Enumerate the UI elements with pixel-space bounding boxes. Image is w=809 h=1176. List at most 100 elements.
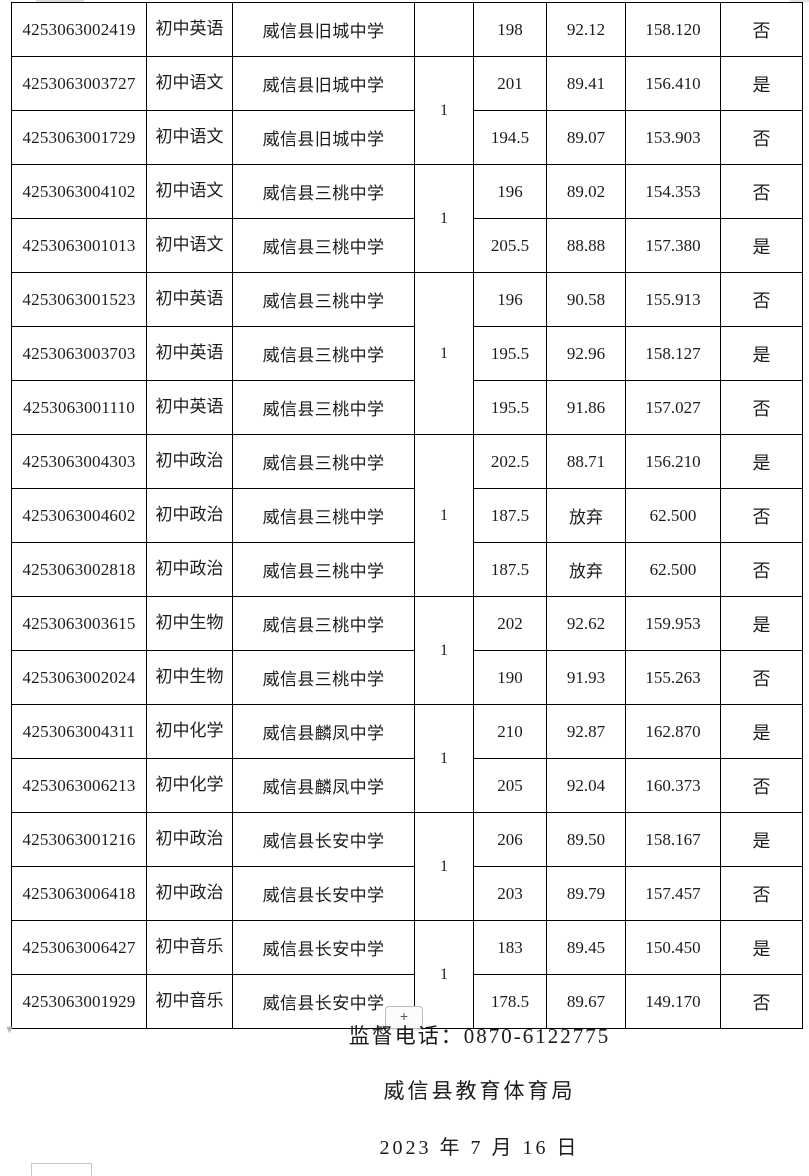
cell-school: 威信县三桃中学 xyxy=(232,596,415,651)
cell-subject-text: 初中语文 xyxy=(155,73,224,93)
cell-interview-score: 89.07 xyxy=(546,110,626,165)
cell-admission-id-text: 4253063001729 xyxy=(22,127,136,147)
cell-written-score: 187.5 xyxy=(473,542,547,597)
table-row: 4253063001523 初中英语 威信县三桃中学 1 196 90.58 155.913… xyxy=(11,272,803,435)
cell-interview-score: 92.04 xyxy=(546,758,626,813)
cell-admission-id-text: 4253063001216 xyxy=(22,829,136,849)
cell-written-score: 190 xyxy=(473,650,547,705)
cell-interview-score: 89.50 xyxy=(546,812,626,867)
cell-total-score-text: 62.500 xyxy=(649,559,697,579)
cell-physical-flag-text: 是 xyxy=(752,452,771,473)
cell-total-score: 162.870 xyxy=(625,704,721,759)
cell-written-score-text: 202 xyxy=(497,613,523,633)
cell-subject-text: 初中化学 xyxy=(155,721,224,741)
cell-total-score: 150.450 xyxy=(625,920,721,975)
cell-total-score: 155.913 xyxy=(625,272,721,327)
cell-school-text: 威信县长安中学 xyxy=(262,832,385,851)
cell-subject: 初中政治 xyxy=(146,542,233,597)
cell-physical-flag-text: 否 xyxy=(752,560,771,581)
cell-physical-flag-text: 是 xyxy=(752,614,771,635)
cell-subject: 初中政治 xyxy=(146,812,233,867)
cell-school-text: 威信县三桃中学 xyxy=(262,346,385,365)
cell-written-score-text: 205 xyxy=(497,775,523,795)
cell-interview-score-text: 89.41 xyxy=(566,73,606,93)
cell-written-score-text: 210 xyxy=(497,721,523,741)
cell-interview-score: 89.67 xyxy=(546,974,626,1029)
cell-physical-flag: 否 xyxy=(720,974,803,1029)
cell-plan-count-text: 1 xyxy=(440,344,448,362)
cell-subject-text: 初中语文 xyxy=(155,181,224,201)
table-row: 4253063001929 初中音乐 威信县长安中学 178.5 89.67 149.17… xyxy=(11,974,803,1029)
cell-school-text: 威信县麟凤中学 xyxy=(262,724,385,743)
cell-written-score: 206 xyxy=(473,812,547,867)
table-row: 4253063004311 初中化学 威信县麟凤中学 1 210 92.87 162.870… xyxy=(11,704,803,813)
cell-interview-score: 92.12 xyxy=(546,2,626,57)
cell-interview-score-text: 91.93 xyxy=(566,667,606,687)
cell-total-score: 159.953 xyxy=(625,596,721,651)
cell-subject: 初中语文 xyxy=(146,56,233,111)
cell-school-text: 威信县三桃中学 xyxy=(262,562,385,581)
cell-interview-score-text: 92.62 xyxy=(566,613,606,633)
cell-physical-flag: 否 xyxy=(720,110,803,165)
cell-written-score: 210 xyxy=(473,704,547,759)
cell-plan-count xyxy=(414,2,474,57)
cell-admission-id: 4253063001523 xyxy=(11,272,147,327)
cell-interview-score-text: 92.04 xyxy=(566,775,606,795)
cell-subject: 初中英语 xyxy=(146,326,233,381)
cell-plan-count: 1 xyxy=(414,596,474,705)
cell-written-score: 196 xyxy=(473,272,547,327)
cell-physical-flag: 是 xyxy=(720,434,803,489)
cell-interview-score: 89.79 xyxy=(546,866,626,921)
cell-school: 威信县长安中学 xyxy=(232,866,415,921)
table-row: 4253063003703 初中英语 威信县三桃中学 195.5 92.96 158.12… xyxy=(11,326,803,381)
cell-interview-score-text: 90.58 xyxy=(566,289,606,309)
cell-school: 威信县长安中学 xyxy=(232,974,415,1029)
cell-subject-text: 初中英语 xyxy=(155,289,224,309)
cell-total-score: 149.170 xyxy=(625,974,721,1029)
cell-subject-text: 初中政治 xyxy=(155,451,224,471)
cell-interview-score-text: 放弃 xyxy=(569,508,603,527)
cell-plan-count: 1 xyxy=(414,704,474,813)
table-row: 4253063006418 初中政治 威信县长安中学 203 89.79 157.457 否 xyxy=(11,866,803,921)
cell-total-score-text: 157.027 xyxy=(645,397,701,417)
cell-physical-flag-text: 是 xyxy=(752,236,771,257)
cell-admission-id: 4253063001110 xyxy=(11,380,147,435)
cell-plan-count-text: 1 xyxy=(440,101,448,119)
cell-school: 威信县旧城中学 xyxy=(232,56,415,111)
cell-school-text: 威信县长安中学 xyxy=(262,994,385,1013)
cell-school: 威信县长安中学 xyxy=(232,812,415,867)
cell-written-score-text: 196 xyxy=(497,289,523,309)
cell-physical-flag-text: 否 xyxy=(752,290,771,311)
table-row: 4253063001729 初中语文 威信县旧城中学 194.5 89.07 153.90… xyxy=(11,110,803,165)
cell-subject-text: 初中语文 xyxy=(155,127,224,147)
cell-plan-count-text: 1 xyxy=(440,506,448,524)
issuing-authority-line: 威信县教育体育局 xyxy=(383,1079,576,1103)
cell-written-score: 183 xyxy=(473,920,547,975)
exam-results-table-body: 4253063002419 初中英语 威信县旧城中学 198 92.12 158.120 否… xyxy=(11,2,803,1029)
cell-admission-id-text: 4253063003615 xyxy=(22,613,136,633)
cell-physical-flag: 是 xyxy=(720,596,803,651)
cell-total-score: 160.373 xyxy=(625,758,721,813)
cell-subject: 初中生物 xyxy=(146,650,233,705)
cell-subject-text: 初中政治 xyxy=(155,505,224,525)
cell-school-text: 威信县长安中学 xyxy=(262,886,385,905)
cell-interview-score: 90.58 xyxy=(546,272,626,327)
cell-total-score: 156.410 xyxy=(625,56,721,111)
cell-plan-count: 1 xyxy=(414,56,474,165)
cell-subject: 初中政治 xyxy=(146,866,233,921)
cell-interview-score-text: 88.71 xyxy=(566,451,606,471)
cell-physical-flag-text: 否 xyxy=(752,20,771,41)
table-row: 4253063006427 初中音乐 威信县长安中学 1 183 89.45 150.450… xyxy=(11,920,803,1029)
cell-admission-id: 4253063003727 xyxy=(11,56,147,111)
cell-total-score: 158.127 xyxy=(625,326,721,381)
cell-school: 威信县长安中学 xyxy=(232,920,415,975)
cell-written-score-text: 196 xyxy=(497,181,523,201)
cell-admission-id: 4253063004311 xyxy=(11,704,147,759)
insert-row-button[interactable]: + xyxy=(385,1006,423,1029)
cell-physical-flag: 否 xyxy=(720,650,803,705)
cell-physical-flag: 否 xyxy=(720,272,803,327)
document-footer: 监督电话：0870-6122775 威信县教育体育局 2023 年 7 月 16… xyxy=(0,1012,809,1160)
cell-total-score-text: 153.903 xyxy=(645,127,701,147)
cell-admission-id-text: 4253063001013 xyxy=(22,235,136,255)
cell-interview-score-text: 92.12 xyxy=(566,19,606,39)
